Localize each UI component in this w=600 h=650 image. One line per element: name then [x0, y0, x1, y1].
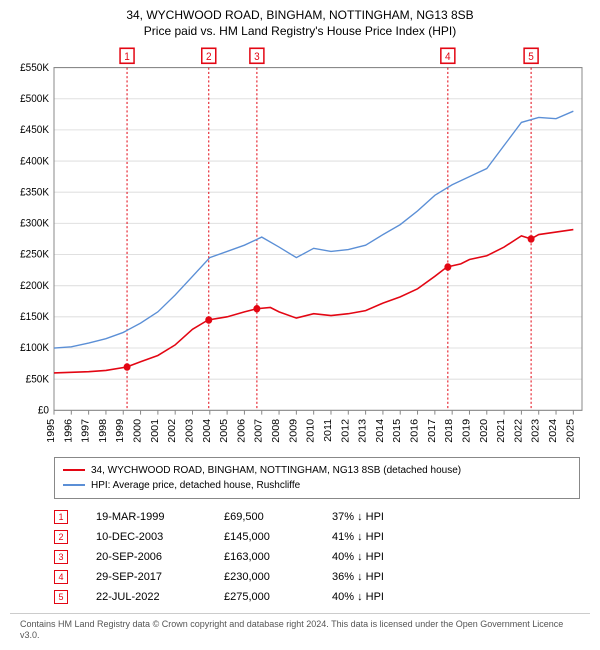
svg-text:2001: 2001 [150, 418, 161, 442]
chart-title: 34, WYCHWOOD ROAD, BINGHAM, NOTTINGHAM, … [10, 8, 590, 24]
marker-date: 20-SEP-2006 [96, 551, 196, 563]
svg-text:2020: 2020 [479, 418, 490, 442]
legend: 34, WYCHWOOD ROAD, BINGHAM, NOTTINGHAM, … [54, 457, 580, 499]
footer-attribution: Contains HM Land Registry data © Crown c… [10, 613, 590, 642]
svg-text:2021: 2021 [496, 418, 507, 442]
marker-row: 2 10-DEC-2003 £145,000 41% ↓ HPI [54, 527, 580, 547]
marker-date: 19-MAR-1999 [96, 511, 196, 523]
svg-text:£150K: £150K [20, 311, 49, 322]
marker-pct: 40% ↓ HPI [332, 551, 422, 563]
svg-text:2015: 2015 [393, 418, 404, 442]
svg-text:2013: 2013 [358, 418, 369, 442]
svg-text:2011: 2011 [323, 418, 334, 441]
svg-text:2004: 2004 [202, 418, 213, 442]
marker-pct: 40% ↓ HPI [332, 591, 422, 603]
markers-table: 1 19-MAR-1999 £69,500 37% ↓ HPI 2 10-DEC-2003… [54, 507, 580, 607]
svg-text:2025: 2025 [566, 418, 577, 442]
marker-date: 29-SEP-2017 [96, 571, 196, 583]
svg-text:2000: 2000 [133, 418, 144, 442]
legend-swatch-property [63, 469, 85, 471]
svg-text:2012: 2012 [341, 418, 352, 442]
legend-item-property: 34, WYCHWOOD ROAD, BINGHAM, NOTTINGHAM, … [63, 463, 571, 478]
svg-text:2009: 2009 [289, 418, 300, 442]
svg-text:£0: £0 [38, 405, 49, 416]
svg-text:1999: 1999 [116, 418, 127, 442]
svg-text:3: 3 [254, 51, 260, 62]
svg-text:£300K: £300K [20, 218, 49, 229]
marker-pct: 41% ↓ HPI [332, 531, 422, 543]
marker-index-box: 4 [54, 570, 68, 584]
svg-text:1997: 1997 [81, 418, 92, 442]
chart-container: 34, WYCHWOOD ROAD, BINGHAM, NOTTINGHAM, … [0, 0, 600, 650]
chart-svg: £0 £50K £100K £150K £200K £250K £300K £350K £400… [10, 44, 590, 451]
svg-text:2017: 2017 [427, 418, 438, 442]
marker-date: 10-DEC-2003 [96, 531, 196, 543]
marker-row: 1 19-MAR-1999 £69,500 37% ↓ HPI [54, 507, 580, 527]
svg-text:2016: 2016 [410, 418, 421, 442]
svg-text:2019: 2019 [462, 418, 473, 442]
svg-text:1998: 1998 [98, 418, 109, 442]
svg-text:£350K: £350K [20, 187, 49, 198]
marker-index-box: 1 [54, 510, 68, 524]
svg-text:2002: 2002 [167, 418, 178, 442]
marker-index-box: 5 [54, 590, 68, 604]
marker-row: 4 29-SEP-2017 £230,000 36% ↓ HPI [54, 567, 580, 587]
svg-text:£200K: £200K [20, 280, 49, 291]
marker-price: £69,500 [224, 511, 304, 523]
svg-text:£450K: £450K [20, 124, 49, 135]
marker-index-box: 2 [54, 530, 68, 544]
marker-price: £230,000 [224, 571, 304, 583]
legend-label-property: 34, WYCHWOOD ROAD, BINGHAM, NOTTINGHAM, … [91, 463, 461, 478]
legend-item-hpi: HPI: Average price, detached house, Rush… [63, 478, 571, 493]
svg-text:2018: 2018 [444, 418, 455, 442]
svg-text:2005: 2005 [219, 418, 230, 442]
marker-date: 22-JUL-2022 [96, 591, 196, 603]
marker-price: £275,000 [224, 591, 304, 603]
marker-price: £163,000 [224, 551, 304, 563]
svg-text:£100K: £100K [20, 343, 49, 354]
svg-text:2010: 2010 [306, 418, 317, 442]
plot-area: £0 £50K £100K £150K £200K £250K £300K £350K £400… [10, 44, 590, 451]
marker-row: 5 22-JUL-2022 £275,000 40% ↓ HPI [54, 587, 580, 607]
svg-text:4: 4 [445, 51, 451, 62]
svg-text:£550K: £550K [20, 62, 49, 73]
marker-pct: 36% ↓ HPI [332, 571, 422, 583]
marker-index-box: 3 [54, 550, 68, 564]
legend-label-hpi: HPI: Average price, detached house, Rush… [91, 478, 300, 493]
svg-text:2022: 2022 [514, 418, 525, 442]
svg-text:2023: 2023 [531, 418, 542, 442]
svg-text:1996: 1996 [64, 418, 75, 442]
svg-text:2024: 2024 [548, 418, 559, 442]
chart-subtitle: Price paid vs. HM Land Registry's House … [10, 24, 590, 38]
svg-text:2008: 2008 [271, 418, 282, 442]
svg-text:2006: 2006 [237, 418, 248, 442]
svg-text:£500K: £500K [20, 93, 49, 104]
svg-text:2: 2 [206, 51, 212, 62]
svg-text:£400K: £400K [20, 156, 49, 167]
svg-text:2007: 2007 [254, 418, 265, 442]
svg-text:1: 1 [124, 51, 130, 62]
svg-text:1995: 1995 [46, 418, 57, 442]
svg-text:2014: 2014 [375, 418, 386, 442]
svg-text:5: 5 [528, 51, 534, 62]
marker-price: £145,000 [224, 531, 304, 543]
legend-swatch-hpi [63, 484, 85, 486]
marker-row: 3 20-SEP-2006 £163,000 40% ↓ HPI [54, 547, 580, 567]
svg-text:£250K: £250K [20, 249, 49, 260]
marker-pct: 37% ↓ HPI [332, 511, 422, 523]
svg-text:£50K: £50K [26, 374, 49, 385]
svg-text:2003: 2003 [185, 418, 196, 442]
